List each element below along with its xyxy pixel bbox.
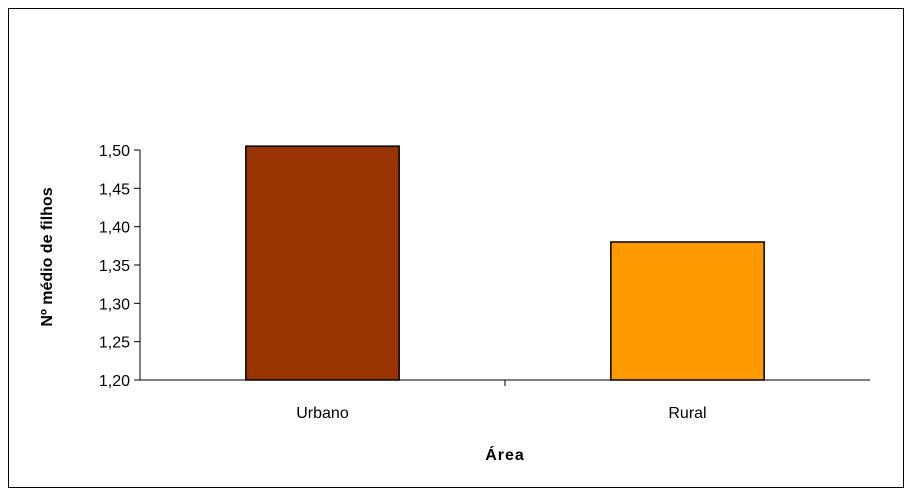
y-tick-label: 1,50 xyxy=(99,143,130,160)
x-tick-label: Rural xyxy=(668,405,706,422)
x-axis-ticks: Urbano Rural xyxy=(296,380,707,422)
bar-rural xyxy=(610,241,765,381)
y-tick-label: 1,20 xyxy=(99,373,130,390)
y-axis-ticks: 1,20 1,25 1,30 1,35 1,40 1,45 1,50 xyxy=(99,143,140,390)
y-axis-title: Nº médio de filhos xyxy=(39,187,56,326)
x-tick-label: Urbano xyxy=(296,405,349,422)
y-tick-label: 1,35 xyxy=(99,258,130,275)
y-tick-label: 1,25 xyxy=(99,335,130,352)
y-tick-label: 1,30 xyxy=(99,296,130,313)
bars-layer xyxy=(245,145,765,381)
y-tick-label: 1,45 xyxy=(99,181,130,198)
y-tick-label: 1,40 xyxy=(99,220,130,237)
x-axis-title: Área xyxy=(485,445,525,464)
bar-urbano xyxy=(245,145,400,381)
